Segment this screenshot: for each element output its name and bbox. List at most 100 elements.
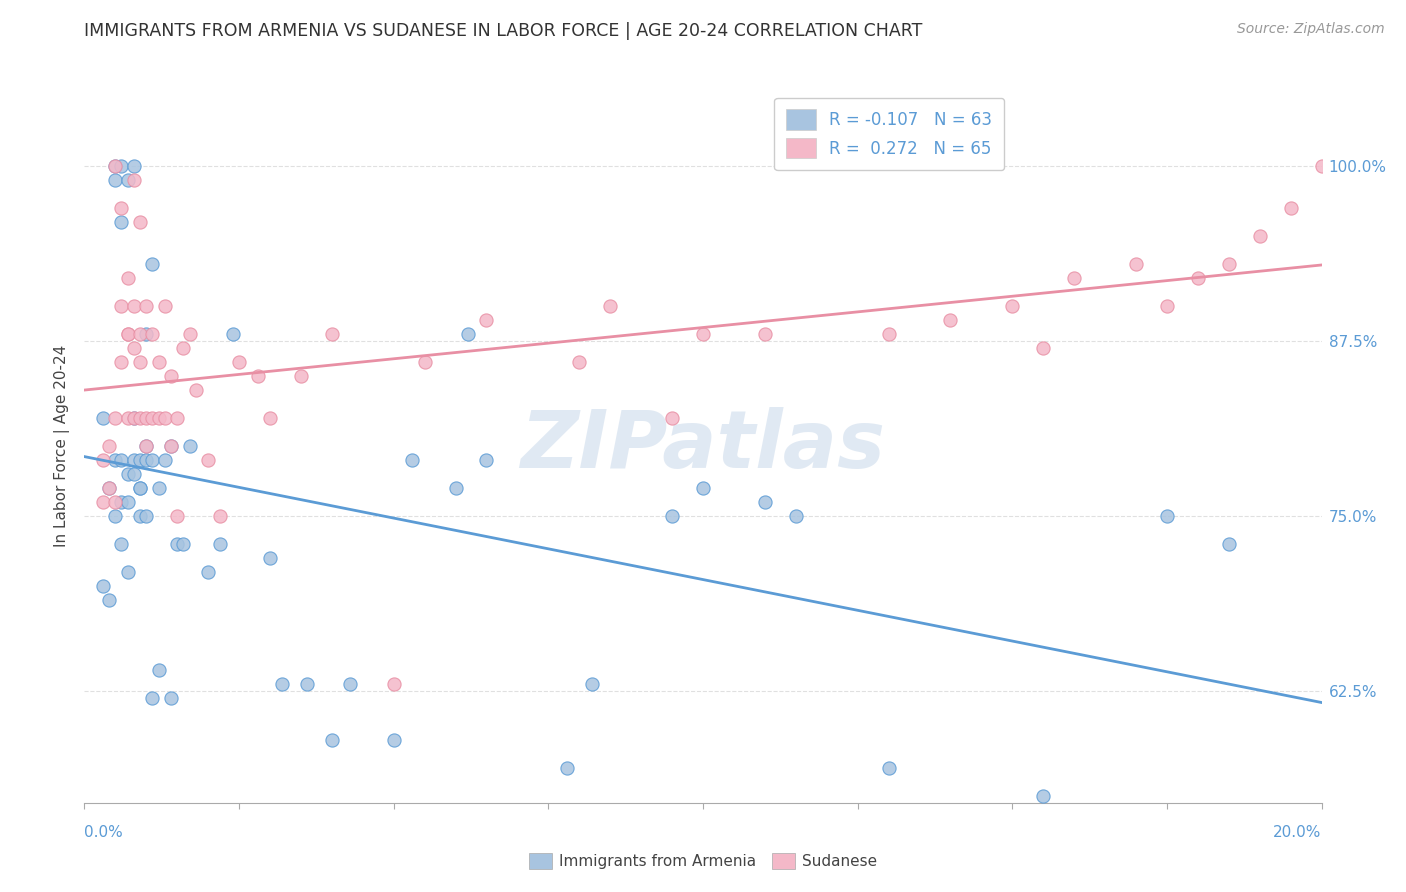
Point [160, 439, 183, 453]
Legend: R = -0.107   N = 63, R =  0.272   N = 65: R = -0.107 N = 63, R = 0.272 N = 65 [775, 97, 1004, 169]
Point [110, 453, 132, 467]
Point [1218, 257, 1240, 271]
Point [110, 537, 132, 551]
Point [1063, 271, 1085, 285]
Point [222, 327, 245, 342]
Point [179, 327, 201, 342]
Point [91, 495, 114, 509]
Point [148, 411, 170, 425]
Point [153, 453, 176, 467]
Point [110, 215, 132, 229]
Point [117, 327, 139, 342]
Point [129, 327, 152, 342]
Point [160, 690, 183, 705]
Point [91, 453, 114, 467]
Point [1125, 257, 1147, 271]
Point [754, 327, 776, 342]
Point [129, 411, 152, 425]
Point [259, 411, 281, 425]
Point [141, 327, 163, 342]
Point [104, 495, 127, 509]
Point [117, 173, 139, 187]
Point [110, 201, 132, 215]
Point [1032, 789, 1054, 803]
Point [1310, 159, 1333, 173]
Point [382, 677, 405, 691]
Point [129, 481, 152, 495]
Point [135, 439, 157, 453]
Point [444, 481, 467, 495]
Point [172, 537, 194, 551]
Point [98, 593, 121, 607]
Point [209, 508, 232, 523]
Point [135, 439, 157, 453]
Legend: Immigrants from Armenia, Sudanese: Immigrants from Armenia, Sudanese [523, 847, 883, 875]
Point [122, 299, 145, 313]
Point [166, 411, 188, 425]
Point [290, 369, 312, 384]
Point [1187, 271, 1209, 285]
Point [117, 411, 139, 425]
Point [148, 663, 170, 677]
Point [129, 453, 152, 467]
Point [122, 453, 145, 467]
Point [661, 411, 683, 425]
Point [877, 761, 900, 775]
Point [785, 508, 807, 523]
Point [1249, 229, 1271, 244]
Point [692, 327, 714, 342]
Point [246, 369, 269, 384]
Text: 20.0%: 20.0% [1274, 825, 1322, 840]
Point [110, 299, 132, 313]
Text: ZIPatlas: ZIPatlas [520, 407, 886, 485]
Point [184, 383, 207, 397]
Point [209, 537, 232, 551]
Point [117, 467, 139, 481]
Point [104, 453, 127, 467]
Point [877, 327, 900, 342]
Point [135, 508, 157, 523]
Y-axis label: In Labor Force | Age 20-24: In Labor Force | Age 20-24 [55, 345, 70, 547]
Point [98, 439, 121, 453]
Point [599, 299, 621, 313]
Point [148, 481, 170, 495]
Point [228, 355, 250, 369]
Point [91, 411, 114, 425]
Point [104, 159, 127, 173]
Point [160, 369, 183, 384]
Point [129, 215, 152, 229]
Point [457, 327, 479, 342]
Point [135, 411, 157, 425]
Point [475, 453, 498, 467]
Point [117, 495, 139, 509]
Point [321, 732, 343, 747]
Point [153, 299, 176, 313]
Point [1156, 299, 1178, 313]
Point [122, 173, 145, 187]
Point [148, 355, 170, 369]
Point [339, 677, 361, 691]
Point [166, 537, 188, 551]
Point [104, 159, 127, 173]
Text: IMMIGRANTS FROM ARMENIA VS SUDANESE IN LABOR FORCE | AGE 20-24 CORRELATION CHART: IMMIGRANTS FROM ARMENIA VS SUDANESE IN L… [84, 22, 922, 40]
Point [259, 550, 281, 565]
Point [692, 481, 714, 495]
Point [98, 481, 121, 495]
Point [135, 453, 157, 467]
Point [1156, 508, 1178, 523]
Point [153, 411, 176, 425]
Point [581, 677, 603, 691]
Point [110, 355, 132, 369]
Point [160, 439, 183, 453]
Point [321, 327, 343, 342]
Point [413, 355, 436, 369]
Point [295, 677, 318, 691]
Point [172, 341, 194, 355]
Point [166, 508, 188, 523]
Point [117, 565, 139, 579]
Point [129, 355, 152, 369]
Point [179, 439, 201, 453]
Point [1001, 299, 1024, 313]
Point [271, 677, 294, 691]
Point [1218, 537, 1240, 551]
